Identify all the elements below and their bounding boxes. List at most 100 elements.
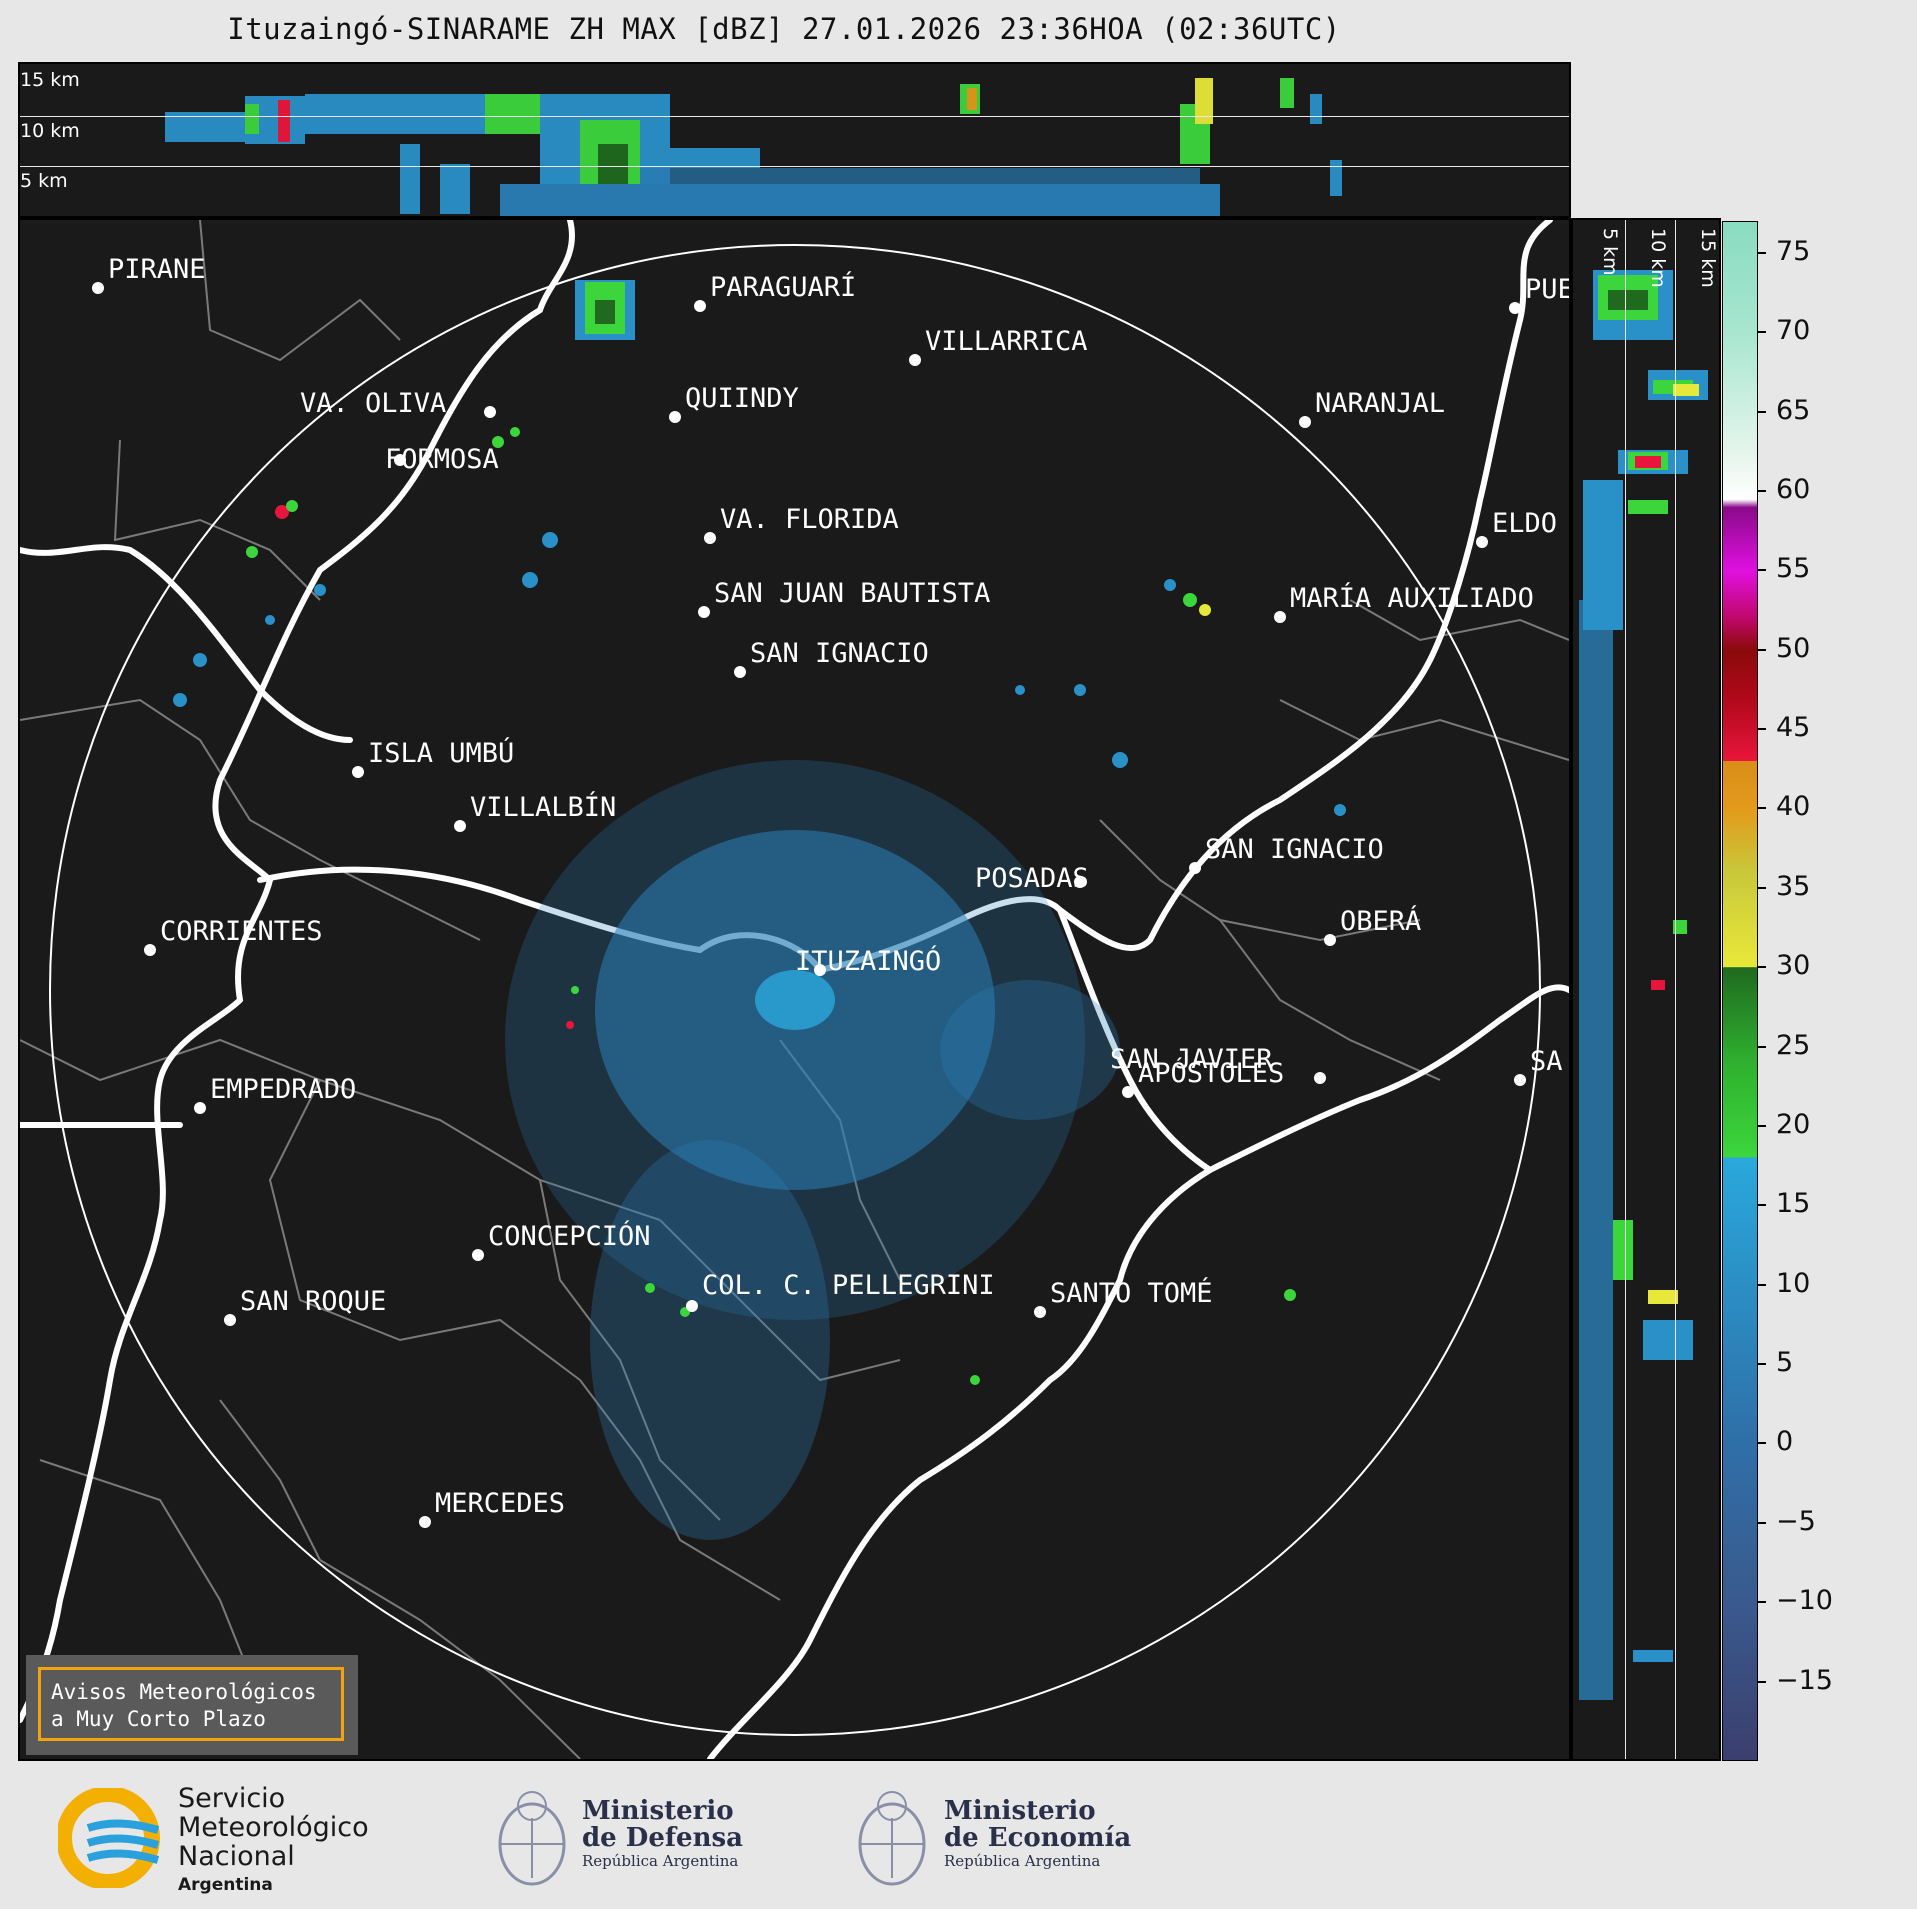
city-marker <box>1074 876 1086 888</box>
economia-logo-text: Ministerio de Economía República Argenti… <box>944 1796 1132 1871</box>
colorbar-tick <box>1758 1442 1766 1445</box>
city-marker <box>194 1102 206 1114</box>
side-altitude-label-5km: 5 km <box>1599 228 1621 276</box>
altitude-line-5km <box>20 166 1569 167</box>
smn-logo-text: Servicio Meteorológico Nacional Argentin… <box>178 1784 369 1900</box>
city-marker <box>454 820 466 832</box>
city-marker <box>394 454 406 466</box>
colorbar-tick-label: 75 <box>1776 235 1811 267</box>
city-marker <box>1514 1074 1526 1086</box>
smn-logo-icon <box>58 1788 160 1888</box>
city-label: POSADAS <box>975 863 1089 894</box>
city-label: SAN IGNACIO <box>750 638 929 669</box>
avisos-line2: a Muy Corto Plazo <box>51 1707 266 1731</box>
city-label: CONCEPCIÓN <box>488 1220 651 1252</box>
city-marker <box>1476 536 1488 548</box>
side-cross-section-panel: 5 km 10 km 15 km <box>1571 218 1721 1761</box>
city-marker <box>1314 1072 1326 1084</box>
defensa-line3: República Argentina <box>582 1852 739 1870</box>
colorbar-tick-label: 10 <box>1776 1267 1811 1299</box>
colorbar-tick <box>1758 728 1766 731</box>
city-marker <box>686 1300 698 1312</box>
colorbar-tick-label: 30 <box>1776 950 1811 982</box>
economia-line1: Ministerio <box>944 1796 1096 1826</box>
colorbar-tick <box>1758 807 1766 810</box>
city-marker <box>484 406 496 418</box>
city-marker <box>694 300 706 312</box>
coat-of-arms-icon <box>858 1791 926 1886</box>
city-marker <box>1324 934 1336 946</box>
colorbar-tick-label: −5 <box>1776 1505 1816 1537</box>
city-label: VA. OLIVA <box>300 388 446 419</box>
city-marker <box>352 766 364 778</box>
radar-map: PIRANE PARAGUARÍ VILLARRICA QUIINDY VA. OLIV… <box>20 220 1569 1759</box>
side-altitude-line-5km <box>1625 220 1626 1759</box>
colorbar-tick <box>1758 1283 1766 1286</box>
city-label: CORRIENTES <box>160 916 323 947</box>
avisos-frame: Avisos Meteorológicos a Muy Corto Plazo <box>38 1667 344 1741</box>
city-label: SAN JAVIER <box>1110 1044 1273 1075</box>
colorbar-tick-label: 25 <box>1776 1029 1811 1061</box>
smn-line2: Meteorológico <box>178 1812 369 1843</box>
city-marker <box>1189 862 1201 874</box>
colorbar-tick <box>1758 1363 1766 1366</box>
city-marker <box>734 666 746 678</box>
city-label: ISLA UMBÚ <box>368 737 514 769</box>
defensa-line1: Ministerio <box>582 1796 734 1826</box>
city-label: EMPEDRADO <box>210 1074 356 1105</box>
altitude-label-15km: 15 km <box>20 69 80 91</box>
city-label: OBERÁ <box>1340 905 1421 937</box>
dbz-colorbar <box>1722 221 1758 1761</box>
colorbar-tick <box>1758 648 1766 651</box>
colorbar-tick-label: 55 <box>1776 553 1811 585</box>
smn-line3: Nacional <box>178 1841 295 1872</box>
smn-line1: Servicio <box>178 1783 286 1814</box>
colorbar-tick <box>1758 1601 1766 1604</box>
altitude-label-10km: 10 km <box>20 120 80 142</box>
city-label: SAN IGNACIO <box>1205 834 1384 865</box>
range-ring <box>49 244 1541 1736</box>
defensa-logo-text: Ministerio de Defensa República Argentin… <box>582 1796 743 1871</box>
colorbar-tick-label: −15 <box>1776 1664 1833 1696</box>
footer-logos: Servicio Meteorológico Nacional Argentin… <box>0 1770 1917 1909</box>
city-marker <box>144 944 156 956</box>
chart-title: Ituzaingó-SINARAME ZH MAX [dBZ] 27.01.20… <box>227 12 1341 46</box>
city-label: ELDO <box>1492 508 1557 539</box>
colorbar-tick <box>1758 489 1766 492</box>
colorbar-tick-label: 5 <box>1776 1347 1794 1379</box>
colorbar-tick-label: 40 <box>1776 791 1811 823</box>
altitude-line-10km <box>20 116 1569 117</box>
city-marker <box>1034 1306 1046 1318</box>
radar-map-panel: PIRANE PARAGUARÍ VILLARRICA QUIINDY VA. OLIV… <box>18 218 1571 1761</box>
colorbar-tick <box>1758 251 1766 254</box>
colorbar-tick <box>1758 1521 1766 1524</box>
economia-line2: de Economía <box>944 1823 1132 1853</box>
city-label: PUE <box>1525 274 1569 305</box>
city-marker <box>698 606 710 618</box>
city-label: QUIINDY <box>685 383 799 414</box>
city-marker <box>1509 302 1521 314</box>
coat-of-arms-icon <box>498 1791 566 1886</box>
city-markers: PIRANE PARAGUARÍ VILLARRICA QUIINDY VA. OLIV… <box>92 254 1569 1528</box>
city-label: SAN ROQUE <box>240 1286 386 1317</box>
colorbar-tick <box>1758 886 1766 889</box>
avisos-line1: Avisos Meteorológicos <box>51 1680 317 1704</box>
city-label: PIRANE <box>108 254 206 285</box>
city-marker <box>224 1314 236 1326</box>
colorbar-tick-label: 0 <box>1776 1426 1794 1458</box>
city-label: SANTO TOMÉ <box>1050 1277 1213 1309</box>
city-label: NARANJAL <box>1315 388 1445 419</box>
colorbar-tick <box>1758 1124 1766 1127</box>
colorbar-tick <box>1758 1204 1766 1207</box>
colorbar-tick-label: 50 <box>1776 632 1811 664</box>
colorbar-tick-label: 20 <box>1776 1108 1811 1140</box>
altitude-label-5km: 5 km <box>20 170 68 192</box>
colorbar-tick-label: −10 <box>1776 1585 1833 1617</box>
defensa-line2: de Defensa <box>582 1823 743 1853</box>
city-marker <box>814 964 826 976</box>
colorbar-tick <box>1758 1680 1766 1683</box>
colorbar-tick-label: 65 <box>1776 394 1811 426</box>
storm-echoes <box>173 280 1346 1385</box>
side-altitude-label-10km: 10 km <box>1647 228 1669 288</box>
city-marker <box>909 354 921 366</box>
